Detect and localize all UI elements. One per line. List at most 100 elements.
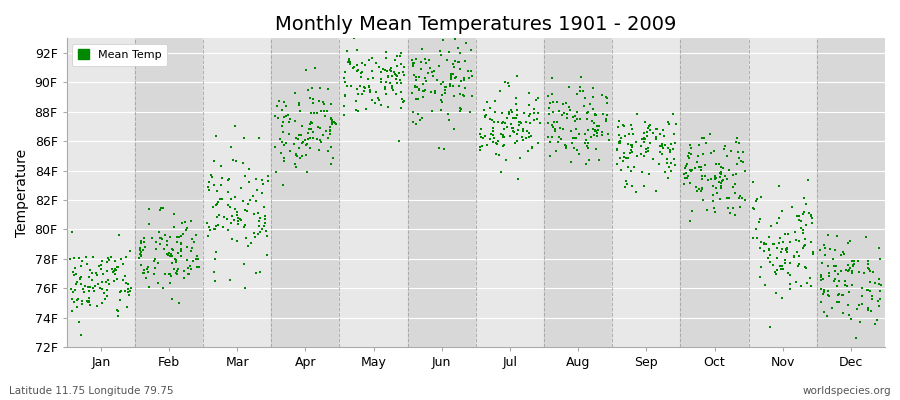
Point [506,128,520,135]
Point [412,86,427,93]
Point [508,114,523,121]
Point [482,136,497,142]
Point [354,70,368,76]
Point [410,110,425,117]
Point [652,160,666,167]
Point [522,90,536,96]
Point [817,287,832,293]
Point [846,257,860,264]
Point [590,133,605,139]
Point [81,298,95,305]
Point [696,197,710,203]
Point [189,232,203,238]
Point [796,227,810,233]
Point [412,86,427,92]
Point [642,122,656,129]
Point [81,284,95,290]
Point [559,100,573,107]
Point [310,135,325,142]
Bar [544,38,612,347]
Point [621,140,635,147]
Point [814,277,828,283]
Point [814,299,828,305]
Point [392,76,407,83]
Point [498,79,512,86]
Point [213,163,228,170]
Point [168,259,183,266]
Point [735,159,750,166]
Point [439,56,454,63]
Point [393,50,408,56]
Point [866,268,880,275]
Point [392,138,406,144]
Point [863,268,878,274]
Point [122,248,137,254]
Point [506,114,520,121]
Point [757,247,771,254]
Point [861,307,876,313]
Point [435,92,449,98]
Point [158,271,173,277]
Point [301,130,315,136]
Point [520,128,535,134]
Point [683,180,698,186]
Point [862,279,877,286]
Point [216,223,230,230]
Point [679,162,693,169]
Point [68,270,83,277]
Point [260,173,274,180]
Point [237,224,251,230]
Point [504,120,518,127]
Point [842,262,856,268]
Point [472,147,487,154]
Point [635,169,650,175]
Point [295,153,310,160]
Point [714,169,728,175]
Point [579,137,593,144]
Point [798,201,813,207]
Point [223,196,238,202]
Point [252,222,266,229]
Point [644,126,658,133]
Point [486,132,500,139]
Point [207,158,221,164]
Point [818,251,832,258]
Point [220,202,235,208]
Point [836,292,850,299]
Point [324,114,338,121]
Point [100,286,114,293]
Text: worldspecies.org: worldspecies.org [803,386,891,396]
Point [530,140,544,146]
Point [167,256,182,262]
Point [612,118,626,124]
Point [356,88,371,94]
Point [418,75,432,82]
Point [341,58,356,64]
Point [459,40,473,46]
Point [208,256,222,262]
Point [274,139,289,146]
Point [374,69,389,76]
Point [624,121,638,128]
Point [588,111,602,118]
Point [618,133,633,139]
Point [492,151,507,158]
Point [662,120,677,127]
Point [276,142,291,149]
Point [350,86,365,92]
Point [169,257,184,264]
Point [745,204,760,211]
Point [325,121,339,127]
Point [204,174,219,180]
Point [71,319,86,326]
Point [91,281,105,287]
Point [396,98,410,105]
Point [714,182,728,189]
Point [617,150,632,157]
Point [545,99,560,106]
Point [208,226,222,232]
Point [68,287,82,293]
Point [384,65,399,71]
Point [840,283,854,290]
Point [653,131,668,137]
